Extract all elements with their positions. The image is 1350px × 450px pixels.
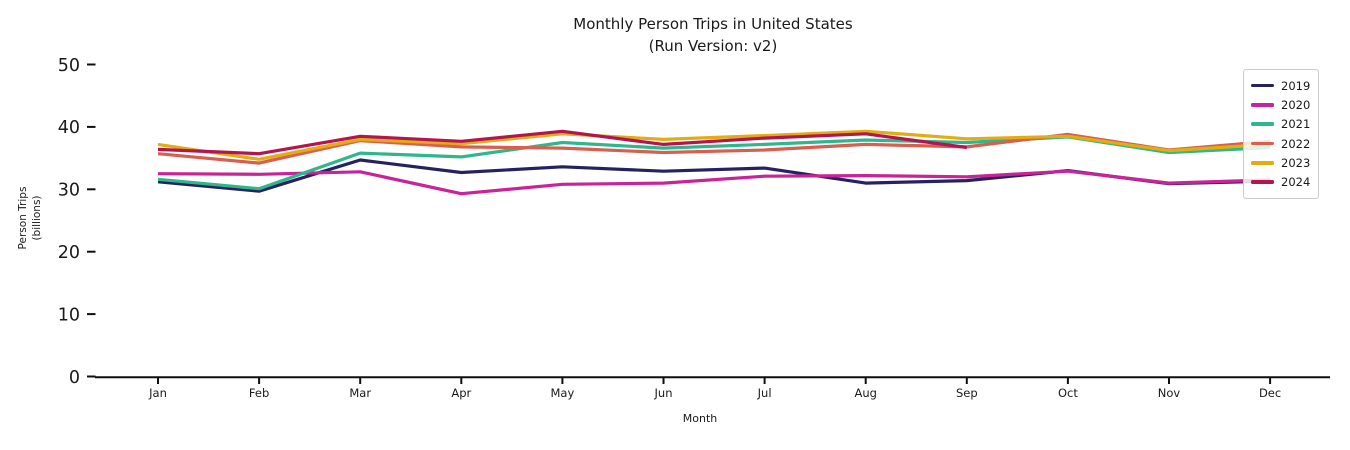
legend-swatch-2020 [1251, 103, 1274, 107]
x-tick-label: Jan [148, 386, 167, 400]
y-axis-label-line2: (billions) [31, 195, 43, 241]
legend-item-2022: 2022 [1251, 134, 1310, 153]
x-tick-label: May [551, 386, 575, 400]
legend-item-2020: 2020 [1251, 95, 1310, 114]
x-tick-label: Jun [654, 386, 673, 400]
chart-title-line2: (Run Version: v2) [648, 36, 778, 55]
series-line-2024 [157, 129, 968, 156]
x-tick-label: Nov [1158, 386, 1181, 400]
legend-item-2024: 2024 [1251, 172, 1310, 191]
legend-swatch-2023 [1251, 161, 1274, 165]
x-tick-label: Feb [249, 386, 269, 400]
chart-title-line1: Monthly Person Trips in United States [573, 15, 853, 33]
y-tick-label: 0 [69, 368, 80, 388]
legend: 2019 2020 2021 2022 2023 2024 [1243, 69, 1319, 199]
y-axis-label-line1: Person Trips [16, 186, 29, 250]
legend-swatch-2022 [1251, 141, 1274, 146]
legend-label-2019: 2019 [1281, 78, 1311, 93]
series-line-2022 [157, 132, 1271, 165]
x-tick-label: Oct [1058, 386, 1078, 400]
legend-label-2023: 2023 [1281, 155, 1311, 170]
x-tick-label: Dec [1259, 386, 1281, 400]
chart-title: Monthly Person Trips in United States (R… [573, 14, 852, 58]
legend-label-2021: 2021 [1281, 117, 1311, 132]
x-tick-label: Mar [349, 386, 371, 400]
series-line-2023 [157, 129, 1271, 161]
y-tick-label: 20 [58, 243, 80, 263]
series-line-2020 [157, 169, 1271, 196]
legend-item-2021: 2021 [1251, 115, 1310, 134]
y-axis-label: Person Trips (billions) [16, 187, 44, 250]
x-axis-ticks: Jan Feb Mar Apr May Jun Jul Aug Sep Oct Nov Dec [148, 377, 1281, 400]
x-tick-label: Sep [956, 386, 978, 400]
y-axis-ticks: 0 10 20 30 40 50 [58, 56, 96, 388]
legend-swatch-2019 [1251, 83, 1274, 88]
y-tick-label: 30 [58, 181, 80, 201]
x-axis-label: Month [682, 412, 718, 425]
legend-item-2019: 2019 [1251, 76, 1310, 95]
x-tick-label: Aug [854, 386, 876, 400]
y-tick-label: 50 [58, 56, 80, 76]
legend-item-2023: 2023 [1251, 153, 1310, 172]
y-tick-label: 40 [58, 118, 80, 138]
legend-swatch-2024 [1251, 180, 1274, 184]
legend-label-2020: 2020 [1281, 97, 1311, 112]
legend-swatch-2021 [1251, 122, 1274, 127]
legend-label-2024: 2024 [1281, 175, 1311, 190]
legend-label-2022: 2022 [1281, 136, 1311, 151]
x-tick-label: Apr [451, 386, 471, 400]
x-tick-label: Jul [757, 386, 772, 400]
y-tick-label: 10 [58, 305, 80, 325]
